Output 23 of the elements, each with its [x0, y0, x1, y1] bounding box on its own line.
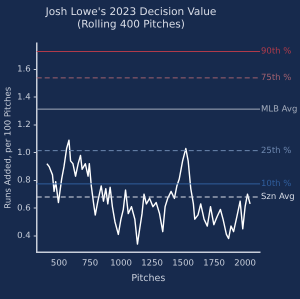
- x-tick-label: 2000: [234, 258, 256, 269]
- y-tick-label: 1.6: [17, 64, 31, 75]
- x-tick-label: 1250: [141, 258, 163, 269]
- chart-title: Josh Lowe's 2023 Decision Value (Rolling 400 Pitches): [44, 6, 216, 31]
- ref-line-label: 90th %: [261, 46, 292, 57]
- y-tick-label: 1.0: [17, 148, 31, 158]
- x-tick-label: 1500: [172, 258, 194, 269]
- x-axis-title: Pitches: [131, 272, 166, 284]
- y-axis-title: Runs Added, per 100 Pitches: [3, 86, 14, 209]
- y-tick-label: 0.6: [17, 203, 31, 214]
- y-tick-label: 1.4: [17, 92, 31, 102]
- y-tick-label: 0.4: [17, 230, 31, 241]
- x-tick-label: 1000: [110, 258, 132, 269]
- x-tick-label: 750: [82, 258, 98, 269]
- x-tick-label: 1750: [203, 258, 225, 269]
- ref-line-label: Szn Avg: [261, 192, 295, 202]
- ref-line-label: MLB Avg: [261, 104, 298, 114]
- ref-line-label: 75th %: [261, 73, 292, 84]
- y-tick-label: 0.8: [17, 176, 31, 186]
- x-tick-label: 500: [50, 258, 68, 269]
- ref-line-label: 25th %: [261, 146, 292, 156]
- ref-line-label: 10th %: [261, 179, 292, 190]
- y-tick-label: 1.2: [17, 120, 31, 130]
